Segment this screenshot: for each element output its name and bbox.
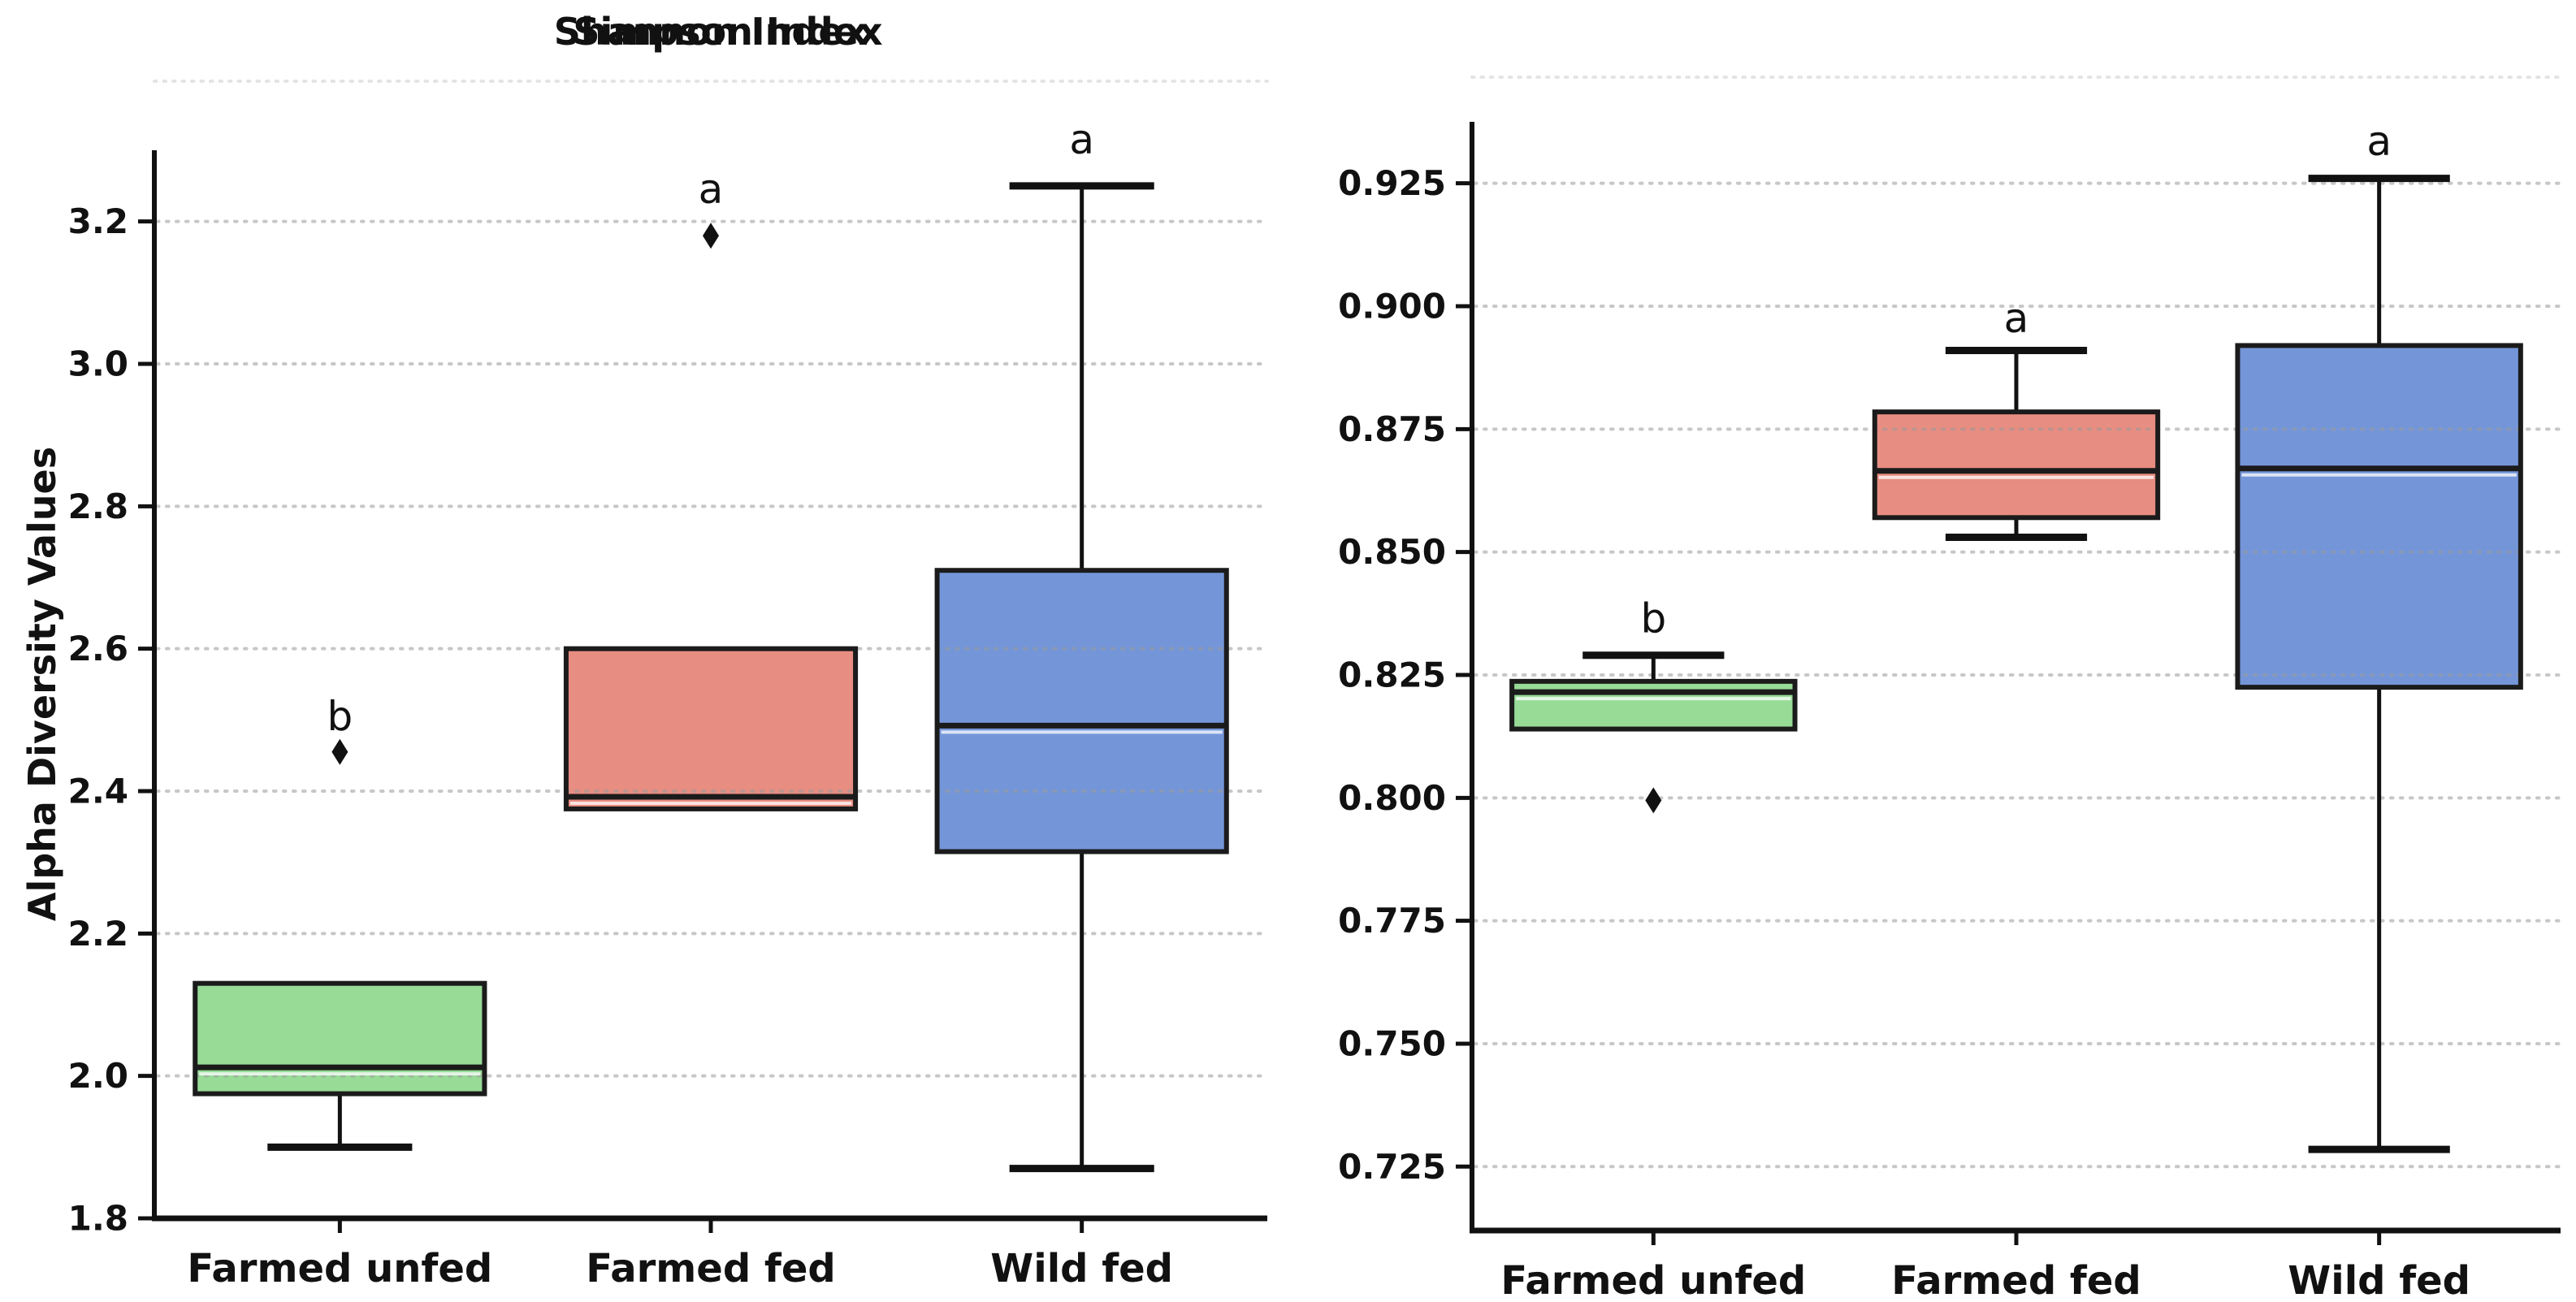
box-fill-wild-fed xyxy=(937,570,1227,852)
y-tick-label: 2.2 xyxy=(68,914,128,954)
category-label-farmed-fed: Farmed fed xyxy=(586,1246,835,1291)
panel-simpson: 0.725 0.750 0.775 0.800 0.825 0.850 0.875 0.900… xyxy=(1288,0,2576,1302)
outlier-diamond-farmed-fed xyxy=(703,223,719,249)
box-outline-wild-fed xyxy=(2235,343,2523,690)
box-outline-farmed-fed xyxy=(563,646,859,811)
simpson-boxplot-canvas: 0.725 0.750 0.775 0.800 0.825 0.850 0.875 0.900… xyxy=(1338,76,2562,1302)
box-fill-farmed-fed xyxy=(1874,412,2158,518)
y-tick-label: 0.925 xyxy=(1338,163,1446,203)
significance-letter-farmed-fed: a xyxy=(699,166,724,213)
front-layer: 1.8 2.0 2.2 2.4 2.6 2.8 3.0 3.2 b Farmed unfed a Fa… xyxy=(68,116,1267,1291)
y-tick-label: 2.8 xyxy=(68,487,128,526)
y-tick-label: 0.750 xyxy=(1338,1023,1446,1063)
y-tick-label: 0.725 xyxy=(1338,1147,1446,1187)
y-tick-label: 2.6 xyxy=(68,629,128,668)
significance-letter-farmed-unfed: b xyxy=(1640,595,1666,642)
box-outline-wild-fed xyxy=(934,568,1229,854)
y-tick-label: 3.0 xyxy=(68,344,128,384)
y-tick-label: 0.800 xyxy=(1338,778,1446,818)
box-fill-farmed-fed xyxy=(565,648,856,809)
outlier-diamond-farmed-unfed xyxy=(331,738,349,765)
front-layer: 0.725 0.750 0.775 0.800 0.825 0.850 0.875 0.900… xyxy=(1338,118,2561,1302)
significance-letter-wild-fed: a xyxy=(1069,116,1094,163)
category-label-farmed-unfed: Farmed unfed xyxy=(187,1246,492,1291)
simpson-title: Simpson Index xyxy=(573,10,883,54)
box-fill-layer xyxy=(195,570,1227,1094)
significance-letter-farmed-unfed: b xyxy=(327,693,353,740)
shannon-title: Shannon Index xyxy=(553,10,868,54)
category-label-farmed-unfed: Farmed unfed xyxy=(1500,1258,1806,1302)
category-label-wild-fed: Wild fed xyxy=(2288,1258,2470,1302)
y-tick-label: 0.850 xyxy=(1338,532,1446,572)
y-tick-label: 0.825 xyxy=(1338,655,1446,694)
significance-letter-wild-fed: a xyxy=(2366,118,2392,165)
category-label-wild-fed: Wild fed xyxy=(990,1246,1173,1291)
y-tick-label: 2.4 xyxy=(68,772,128,811)
shannon-boxplot-canvas: 1.8 2.0 2.2 2.4 2.6 2.8 3.0 3.2 b Farmed unfed a Fa… xyxy=(68,80,1269,1291)
box-fill-farmed-unfed xyxy=(1512,681,1795,729)
y-tick-label: 0.775 xyxy=(1338,901,1446,941)
box-fill-wild-fed xyxy=(2237,345,2521,688)
y-tick-label: 1.8 xyxy=(68,1199,128,1239)
significance-letter-farmed-fed: a xyxy=(2004,295,2029,342)
box-outline-farmed-fed xyxy=(1872,409,2161,521)
box-outline-farmed-unfed xyxy=(1509,678,1798,732)
box-outline-farmed-unfed xyxy=(193,980,487,1097)
y-tick-label: 2.0 xyxy=(68,1056,128,1096)
y-tick-label: 0.875 xyxy=(1338,409,1446,449)
panel-shannon: 1.8 2.0 2.2 2.4 2.6 2.8 3.0 3.2 b Farmed unfed a Fa… xyxy=(68,80,1269,1291)
y-tick-label: 0.900 xyxy=(1338,286,1446,326)
y-axis-label: Alpha Diversity Values xyxy=(20,446,64,922)
category-label-farmed-fed: Farmed fed xyxy=(1891,1258,2141,1302)
y-tick-label: 3.2 xyxy=(68,201,128,241)
outlier-diamond-farmed-unfed xyxy=(1645,787,1662,814)
